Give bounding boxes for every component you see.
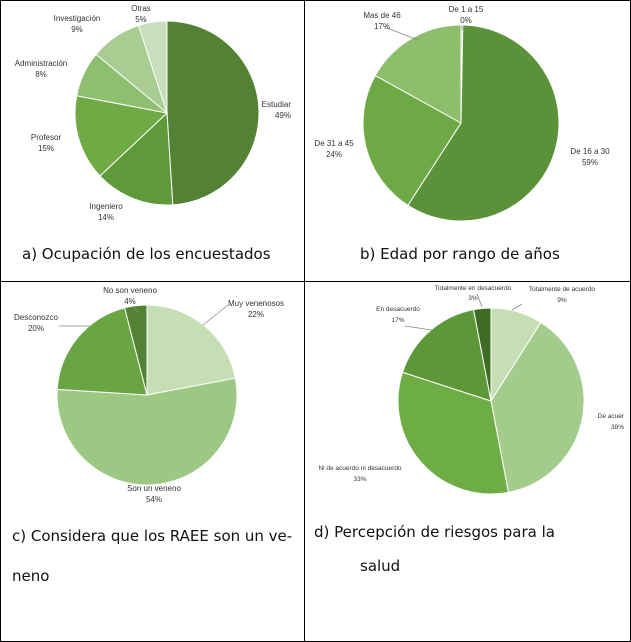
caption-d-line2: salud (360, 557, 401, 575)
leader-en-desacuerdo (404, 325, 433, 331)
caption-c-line2: neno (12, 567, 50, 585)
pie-chart-veneno: Muy venenosos 22% Son un veneno 54% Desc… (14, 286, 284, 504)
caption-b: b) Edad por rango de años (360, 245, 560, 263)
pie-a-slices (74, 20, 260, 206)
pie-d-slice-totalmente-en-desacuerdo (472, 307, 492, 402)
pie-a-slice-estudiante (166, 20, 260, 206)
pct-totalmente-desacuerdo: 3% (468, 295, 478, 302)
pie-a-slice-otras (137, 20, 168, 114)
pct-de-1-a-15: 0% (460, 16, 472, 25)
pie-c-slice-son-un-veneno (56, 377, 238, 486)
label-estudiante: Estudiar (262, 100, 292, 109)
pct-muy-venenosos: 22% (248, 310, 264, 319)
label-otras: Otras (131, 4, 151, 13)
label-de-16-a-30: De 16 a 30 (570, 147, 610, 156)
pct-desconozco: 20% (28, 324, 44, 333)
pct-no-son-veneno: 4% (124, 297, 136, 306)
pct-profesor: 15% (38, 144, 54, 153)
label-totalmente-desacuerdo: Totalmente en desacuerdo (435, 285, 512, 292)
pie-chart-percepcion: Totalmente de acuerdo 9% De acuer 38% Ni… (318, 285, 625, 495)
pct-mas-de-46: 17% (374, 22, 390, 31)
pct-en-desacuerdo: 17% (391, 317, 404, 324)
caption-c-line1: c) Considera que los RAEE son un ve- (12, 527, 293, 545)
pct-de-acuerdo: 38% (611, 424, 624, 431)
pie-a-slice-ingeniero (99, 111, 174, 206)
pie-b-slices (362, 24, 560, 222)
label-totalmente-acuerdo: Totalmente de acuerdo (529, 286, 596, 293)
pct-de-16-a-30: 59% (582, 158, 598, 167)
pie-d-slice-ni-de-acuerdo-ni-desacuerdo (397, 371, 510, 495)
label-muy-venenosos: Muy venenosos (228, 299, 284, 308)
pie-d-slices (397, 307, 585, 495)
pct-de-31-a-45: 24% (326, 150, 342, 159)
pct-son-un-veneno: 54% (146, 495, 162, 504)
caption-a: a) Ocupación de los encuestados (22, 245, 271, 263)
label-investigacion: Investigación (54, 14, 101, 23)
label-de-acuerdo: De acuer (598, 413, 625, 420)
pie-b-slice-mas-de-46 (374, 24, 462, 124)
pie-chart-ocupacion: Estudiar 49% Ingeniero 14% Profesor 15% … (15, 4, 292, 222)
pct-estudiante: 49% (275, 111, 291, 120)
pct-administracion: 8% (35, 70, 47, 79)
pie-c-slice-muy-venenosos (146, 304, 236, 396)
pct-investigacion: 9% (71, 25, 83, 34)
pie-c-slice-desconozco (56, 307, 148, 396)
leader-muy-venenosos (202, 304, 229, 326)
pct-ni-acuerdo: 33% (353, 476, 366, 483)
pie-b-slice-de-31-a-45 (362, 74, 462, 207)
label-mas-de-46: Mas de 46 (363, 11, 401, 20)
pie-d-slice-en-desacuerdo (401, 309, 492, 402)
pie-a-slice-profesor (74, 95, 169, 177)
label-de-31-a-45: De 31 a 45 (314, 139, 354, 148)
pie-d-slice-de-acuerdo (490, 321, 585, 493)
pct-ingeniero: 14% (98, 213, 114, 222)
leader-totalmente-desacuerdo (476, 293, 483, 308)
leader-no-son-veneno (133, 305, 138, 313)
label-ingeniero: Ingeniero (89, 202, 123, 211)
leader-mas-de-46 (386, 27, 419, 41)
caption-d-line1: d) Percepción de riesgos para la (314, 523, 555, 541)
pct-totalmente-acuerdo: 9% (557, 297, 567, 304)
caption-c: c) Considera que los RAEE son un ve- nen… (12, 524, 300, 588)
label-ni-acuerdo: Ni de acuerdo ni desacuerdo (318, 465, 401, 472)
label-son-un-veneno: Son un veneno (127, 484, 181, 493)
label-administracion: Administración (15, 59, 67, 68)
pie-chart-edad: De 1 a 15 0% De 16 a 30 59% De 31 a 45 2… (314, 5, 610, 222)
label-en-desacuerdo: En desacuerdo (376, 306, 420, 313)
pie-c-slices (56, 304, 238, 486)
label-profesor: Profesor (31, 133, 62, 142)
pct-otras: 5% (135, 15, 147, 24)
label-desconozco: Desconozco (14, 313, 59, 322)
label-de-1-a-15: De 1 a 15 (449, 5, 484, 14)
leader-totalmente-acuerdo (511, 303, 523, 311)
caption-d: d) Percepción de riesgos para la salud (314, 520, 614, 578)
label-no-son-veneno: No son veneno (103, 286, 157, 295)
pie-c-slice-no-son-veneno (124, 304, 148, 396)
pie-b-slice-de-16-a-30 (407, 24, 560, 222)
